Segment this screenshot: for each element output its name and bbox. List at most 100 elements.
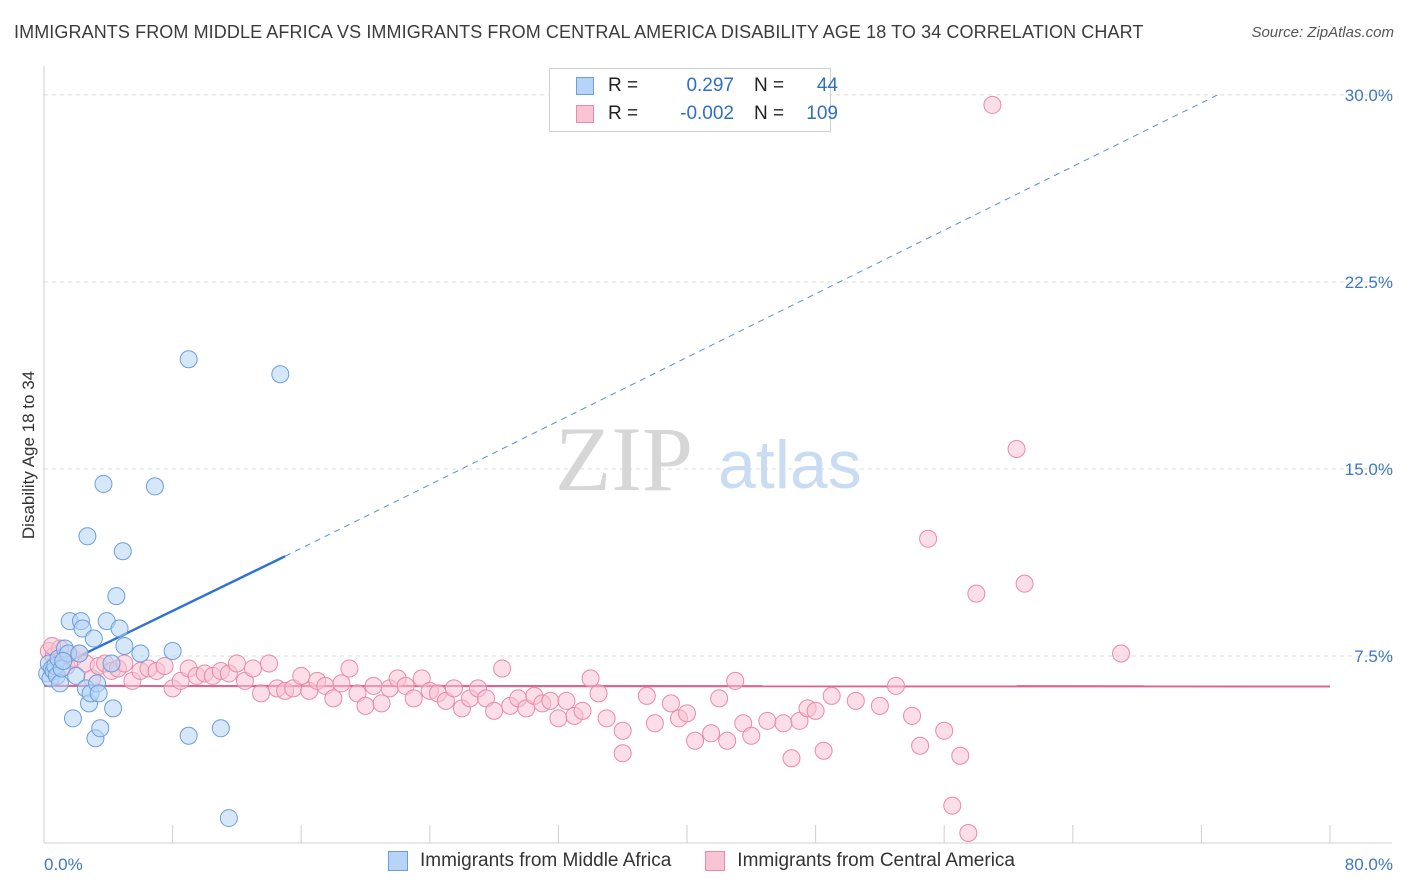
data-point-central-america [846,691,865,710]
legend-item-central-america: Immigrants from Central America [705,850,1015,872]
data-point-central-america [372,694,391,713]
y-tick-label: 7.5% [1354,647,1393,666]
data-point-central-america [967,584,986,603]
data-point-middle-africa [70,644,89,663]
data-point-central-america [356,696,375,715]
data-point-central-america [782,749,801,768]
data-point-central-america [597,709,616,728]
legend-row-middle-africa: R = 0.297 N = 44 [576,73,838,99]
data-point-middle-africa [102,654,121,673]
x-tick-labels: 0.0% 80.0% [44,855,1393,874]
data-point-middle-africa [91,719,110,738]
legend-r-value: -0.002 [680,103,734,124]
legend-swatch-blue [388,851,408,871]
data-point-central-america [742,726,761,745]
legend-label-central-america: Immigrants from Central America [737,850,1015,871]
data-point-central-america [1007,440,1026,459]
data-point-central-america [919,529,938,548]
data-point-middle-africa [51,674,70,693]
data-point-central-america [686,731,705,750]
data-point-central-america [758,711,777,730]
data-point-central-america [340,659,359,678]
data-point-central-america [637,686,656,705]
data-point-central-america [1015,574,1034,593]
correlation-legend: R = 0.297 N = 44 R = -0.002 N = 109 [549,68,838,132]
data-point-central-america [710,689,729,708]
data-point-middle-africa [94,474,113,493]
data-point-middle-africa [113,542,132,561]
data-point-middle-africa [163,641,182,660]
data-point-central-america [364,676,383,695]
data-point-middle-africa [84,629,103,648]
data-point-central-america [557,691,576,710]
watermark-zip: ZIP [555,408,693,510]
y-tick-labels: 7.5% 15.0% 22.5% 30.0% [1345,86,1393,666]
data-point-central-america [260,654,279,673]
data-point-central-america [243,659,262,678]
data-point-middle-africa [73,619,92,638]
data-point-middle-africa [110,619,129,638]
data-point-middle-africa [179,726,198,745]
data-point-central-america [324,689,343,708]
data-point-middle-africa [131,644,150,663]
trend-line-middle-africa-projection [284,94,1218,557]
data-point-middle-africa [271,365,290,384]
data-point-middle-africa [104,699,123,718]
data-point-central-america [774,714,793,733]
data-point-middle-africa [115,637,134,656]
legend-swatch-pink [576,105,594,123]
watermark-atlas: atlas [718,427,862,503]
legend-item-middle-africa: Immigrants from Middle Africa [388,850,671,872]
data-point-central-america [573,701,592,720]
y-axis-label: Disability Age 18 to 34 [19,371,38,539]
data-point-central-america [806,701,825,720]
data-point-central-america [485,701,504,720]
data-point-central-america [911,736,930,755]
data-point-central-america [718,731,737,750]
data-point-central-america [935,721,954,740]
watermark: ZIP atlas [555,408,862,510]
data-point-middle-africa [107,587,126,606]
data-point-central-america [1112,644,1131,663]
data-point-middle-africa [67,666,86,685]
data-point-central-america [404,689,423,708]
data-point-central-america [227,654,246,673]
data-point-middle-africa [211,719,230,738]
data-point-central-america [959,824,978,843]
data-point-central-america [814,741,833,760]
axes [43,66,1392,844]
x-tick-label: 0.0% [44,855,83,874]
legend-r-value: 0.297 [686,75,734,96]
data-point-central-america [155,656,174,675]
legend-r-label: R = [608,103,639,124]
data-point-central-america [661,694,680,713]
data-point-central-america [541,691,560,710]
legend-n-label: N = [754,75,785,96]
data-point-central-america [613,721,632,740]
y-tick-label: 15.0% [1345,460,1393,479]
legend-n-value: 109 [806,103,838,124]
y-tick-label: 30.0% [1345,86,1393,105]
grid-lines [44,94,1392,657]
data-point-central-america [886,676,905,695]
trend-lines [43,94,1331,688]
data-point-middle-africa [219,809,238,828]
data-point-middle-africa [179,350,198,369]
data-point-central-america [252,684,271,703]
legend-r-label: R = [608,75,639,96]
data-point-central-america [332,674,351,693]
legend-n-label: N = [754,103,785,124]
source-credit: Source: ZipAtlas.com [1251,24,1394,41]
data-point-middle-africa [89,684,108,703]
data-point-central-america [983,95,1002,114]
series-legend: Immigrants from Middle Africa Immigrants… [388,850,1049,872]
data-point-central-america [589,684,608,703]
legend-swatch-blue [576,77,594,95]
data-point-central-america [581,669,600,688]
data-point-central-america [549,709,568,728]
data-point-middle-africa [78,527,97,546]
data-point-central-america [292,666,311,685]
data-point-central-america [645,714,664,733]
legend-row-central-america: R = -0.002 N = 109 [576,101,838,127]
